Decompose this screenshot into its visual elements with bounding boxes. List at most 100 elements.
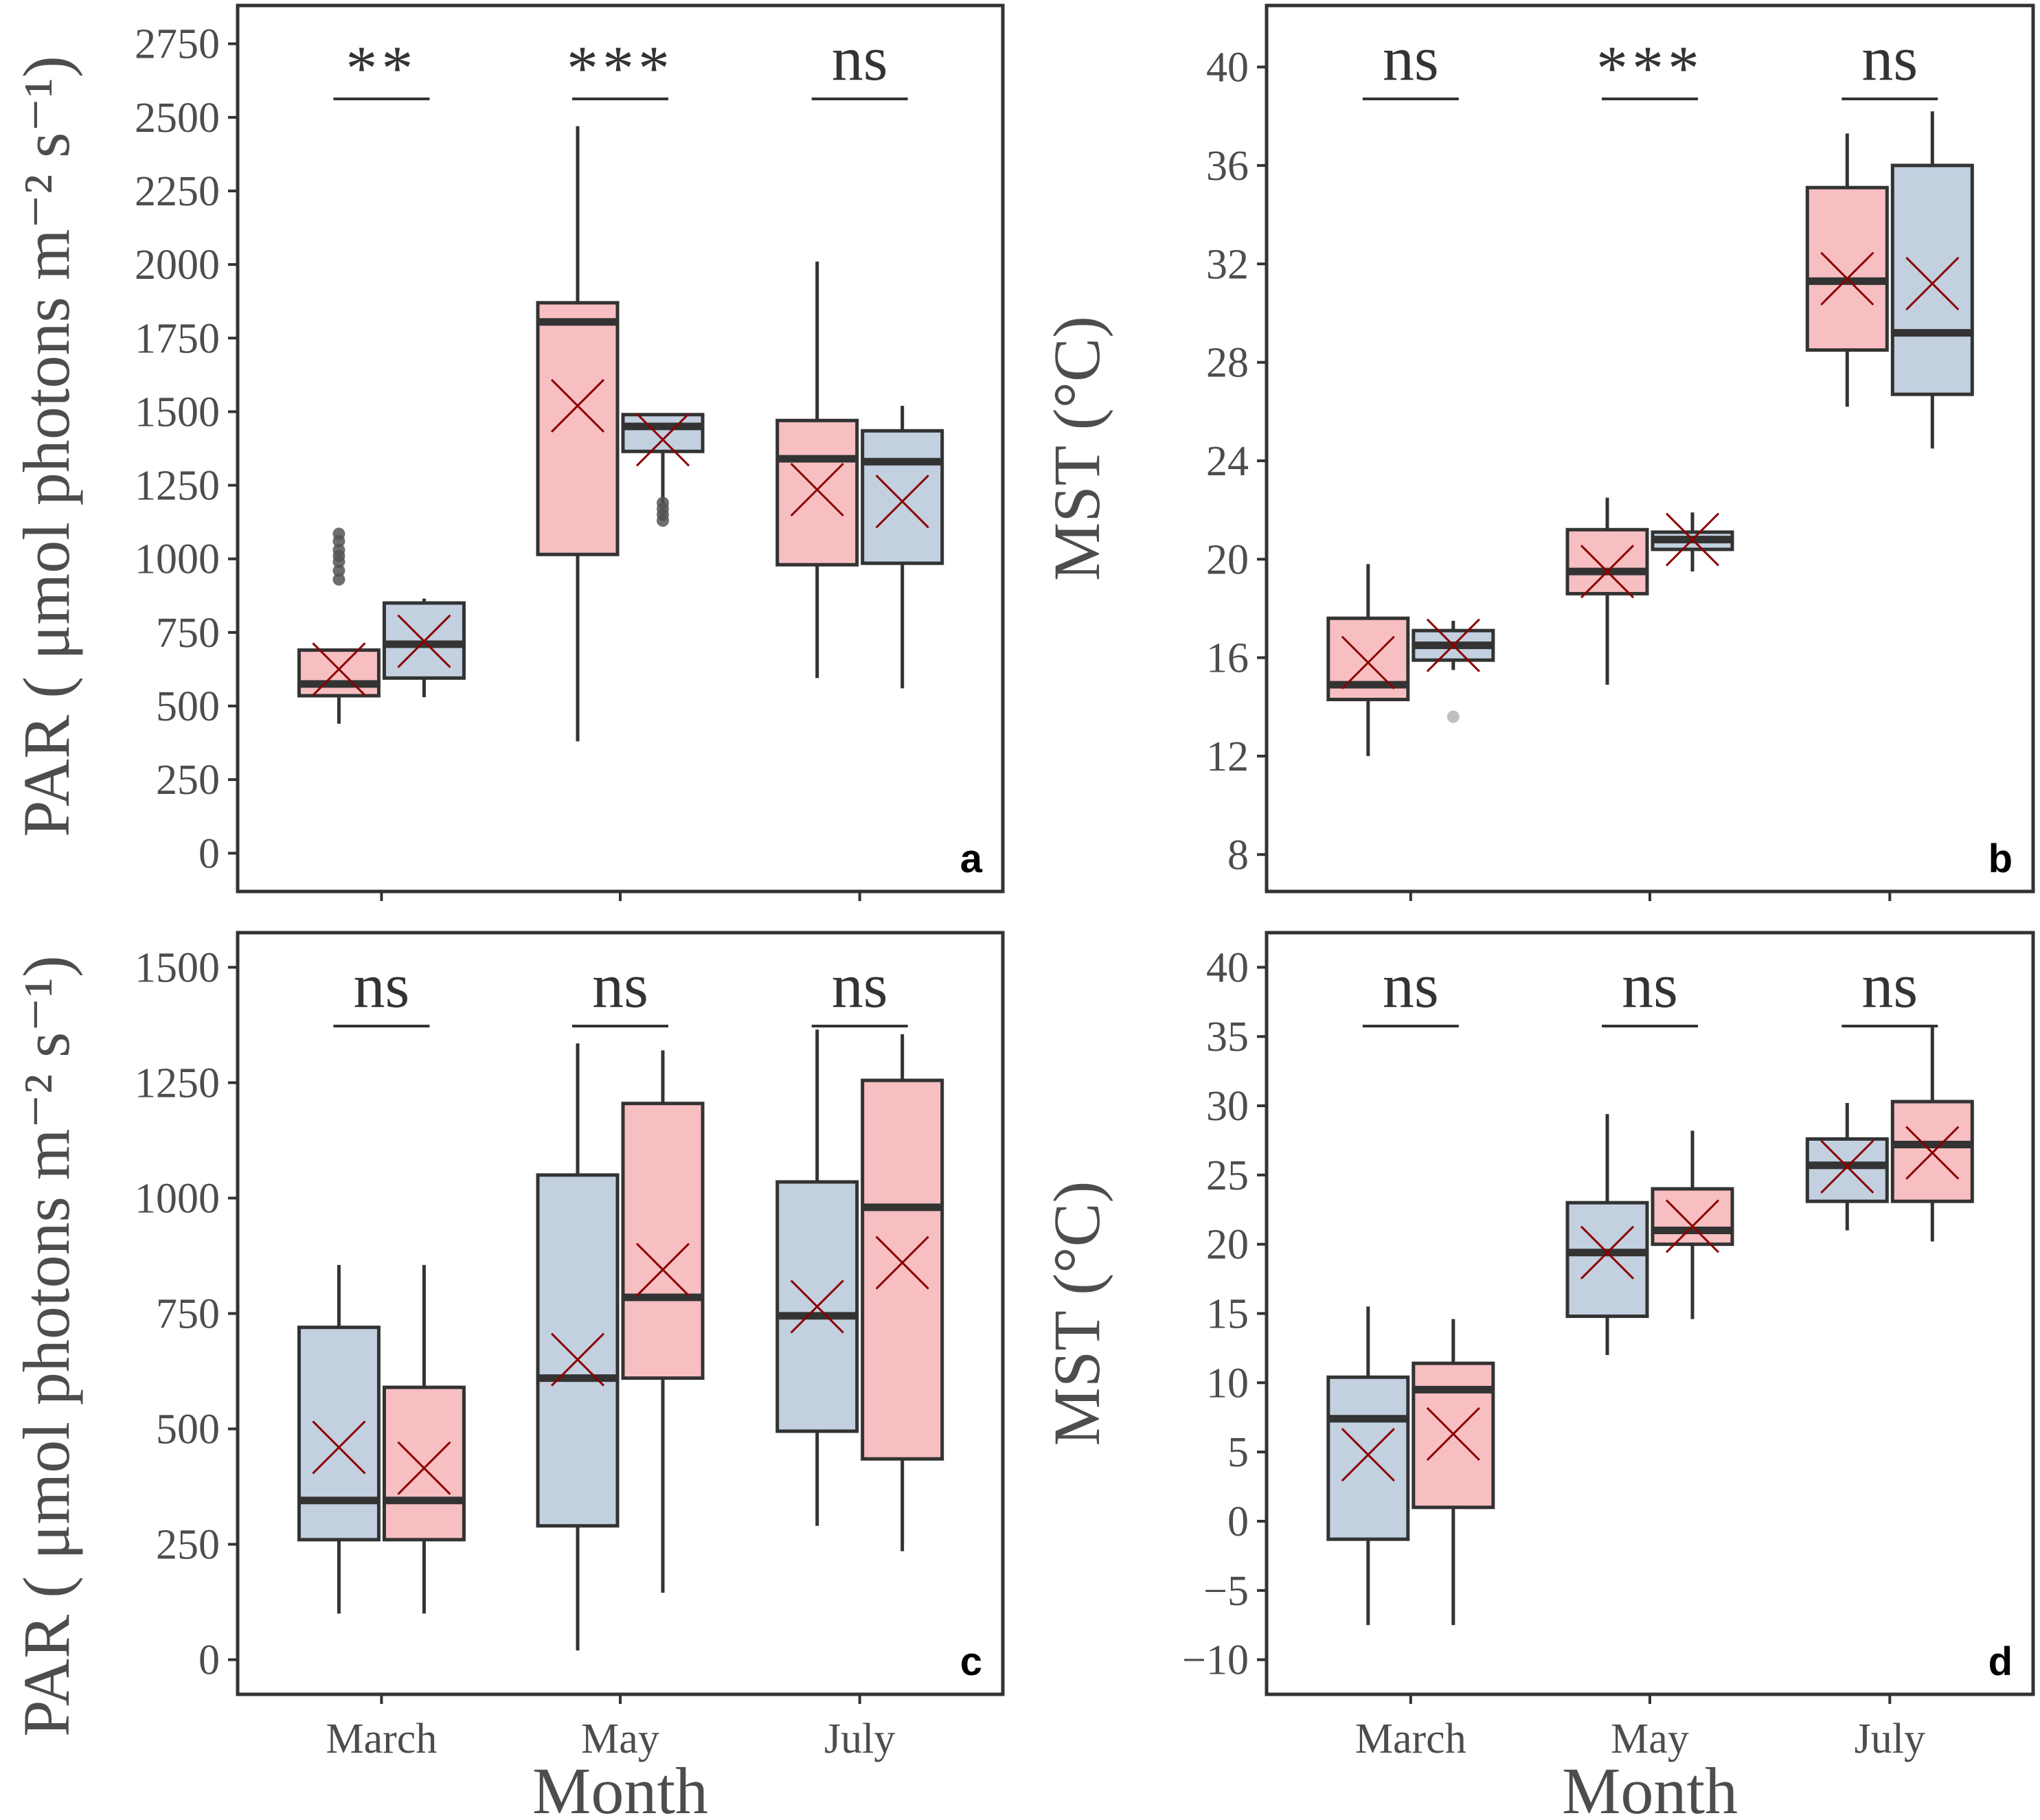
y-tick-label: 0 xyxy=(199,830,220,877)
significance-label: ns xyxy=(1383,951,1439,1021)
y-tick-label: 1000 xyxy=(135,1175,220,1222)
y-tick-label: 0 xyxy=(199,1637,220,1684)
box-body xyxy=(861,429,944,565)
y-tick-label: 32 xyxy=(1206,241,1249,288)
box-c-2-left xyxy=(775,1030,859,1526)
box-a-1-left xyxy=(536,126,620,742)
y-tick-label: 20 xyxy=(1206,1222,1249,1269)
y-tick-label: 40 xyxy=(1206,944,1249,991)
outlier-point xyxy=(1447,710,1460,723)
mean-marker xyxy=(790,1279,844,1334)
y-tick-label: 1250 xyxy=(135,463,220,510)
y-tick-label: 24 xyxy=(1206,438,1249,485)
significance-label: ns xyxy=(1861,951,1918,1021)
box-b-2-right xyxy=(1890,111,1974,448)
x-tick-label: July xyxy=(1855,1716,1925,1762)
box-c-0-left xyxy=(297,1264,381,1614)
y-axis-title: MST (°C) xyxy=(1040,1181,1113,1446)
significance-label: ns xyxy=(1383,23,1439,93)
outlier-point xyxy=(657,497,669,510)
y-tick-label: 1500 xyxy=(135,389,220,435)
box-b-0-left xyxy=(1326,564,1410,756)
y-tick-label: 750 xyxy=(156,610,220,657)
box-body xyxy=(297,1326,381,1542)
mean-marker xyxy=(312,1420,366,1475)
box-body xyxy=(861,1078,944,1461)
box-body xyxy=(1890,1100,1974,1203)
y-tick-label: 250 xyxy=(156,1522,220,1569)
box-body xyxy=(382,1385,466,1542)
x-axis-title: Month xyxy=(532,1754,708,1820)
box-b-1-left xyxy=(1565,497,1649,685)
y-tick-label: 28 xyxy=(1206,340,1249,387)
outlier-point xyxy=(332,573,345,586)
y-tick-label: 250 xyxy=(156,757,220,804)
panel-d: −10 −5 0 5 10 15 20 25 30 35 40 March May July Month ns… xyxy=(1040,931,2035,1820)
y-tick-label: 25 xyxy=(1206,1152,1249,1199)
mean-marker xyxy=(1426,618,1480,672)
x-axis-title: Month xyxy=(1562,1754,1738,1820)
y-tick-label: 1750 xyxy=(135,315,220,362)
box-body xyxy=(1805,1137,1889,1203)
panel-letter: c xyxy=(960,1639,982,1684)
mean-marker xyxy=(1341,1428,1395,1482)
significance-label: ns xyxy=(592,951,648,1021)
significance-label: ns xyxy=(354,951,410,1021)
x-tick-label: March xyxy=(326,1716,438,1762)
box-body xyxy=(1565,1201,1649,1319)
y-tick-label: 2000 xyxy=(135,242,220,288)
significance-label: ns xyxy=(832,23,888,93)
mean-marker xyxy=(1820,1139,1874,1194)
x-tick-label: May xyxy=(1611,1716,1689,1762)
y-tick-label: 20 xyxy=(1206,536,1249,583)
outlier-point xyxy=(332,543,345,556)
y-tick-label: 750 xyxy=(156,1291,220,1338)
y-tick-label: 2750 xyxy=(135,21,220,68)
outlier-point xyxy=(332,564,345,577)
y-tick-label: 5 xyxy=(1227,1429,1249,1476)
box-d-1-right xyxy=(1651,1130,1734,1319)
box-b-1-right xyxy=(1651,512,1734,572)
significance-label: *** xyxy=(1596,33,1703,103)
mean-marker xyxy=(397,1441,451,1495)
panel-b: 8 12 16 20 24 28 32 36 40 ns *** ns b MST (°C) xyxy=(1040,3,2035,901)
mean-marker xyxy=(1580,1225,1635,1279)
mean-marker xyxy=(635,413,690,467)
box-a-2-left xyxy=(775,261,859,679)
y-tick-label: 2250 xyxy=(135,168,220,215)
panel-letter: b xyxy=(1988,837,2013,881)
box-c-0-right xyxy=(382,1264,466,1614)
y-tick-label: 16 xyxy=(1206,635,1249,682)
box-d-0-right xyxy=(1412,1319,1495,1626)
box-body xyxy=(1651,1187,1734,1247)
box-body xyxy=(1890,163,1974,396)
x-tick-label: July xyxy=(824,1716,895,1762)
y-tick-label: 36 xyxy=(1206,143,1249,190)
box-b-0-right xyxy=(1412,618,1495,723)
box-body xyxy=(1326,1375,1410,1541)
y-tick-label: 1000 xyxy=(135,536,220,583)
box-body xyxy=(1805,185,1889,352)
box-body xyxy=(621,1102,705,1380)
mean-marker xyxy=(875,1236,929,1290)
panel-a: 0 250 500 750 1000 1250 1500 1750 2000 2250 2500 27… xyxy=(135,3,1005,901)
significance-label: ns xyxy=(832,951,888,1021)
box-d-2-left xyxy=(1805,1103,1889,1231)
significance-label: ns xyxy=(1622,951,1678,1021)
y-tick-label: 8 xyxy=(1227,832,1249,878)
y-tick-label: 40 xyxy=(1206,45,1249,91)
panel-c: 0 250 500 750 1000 1250 1500 March May July Month n… xyxy=(135,931,1005,1820)
mean-marker xyxy=(790,462,844,517)
box-a-0-left xyxy=(297,527,381,724)
box-body xyxy=(775,418,859,567)
mean-marker xyxy=(1580,545,1635,599)
significance-label: ** xyxy=(345,33,417,103)
mean-marker xyxy=(1905,256,1960,310)
y-tick-label: 35 xyxy=(1206,1014,1249,1060)
mean-marker xyxy=(1426,1407,1480,1461)
box-body xyxy=(536,301,620,556)
mean-marker xyxy=(550,378,605,433)
outlier-point xyxy=(332,527,345,541)
mean-marker xyxy=(1665,1199,1720,1253)
